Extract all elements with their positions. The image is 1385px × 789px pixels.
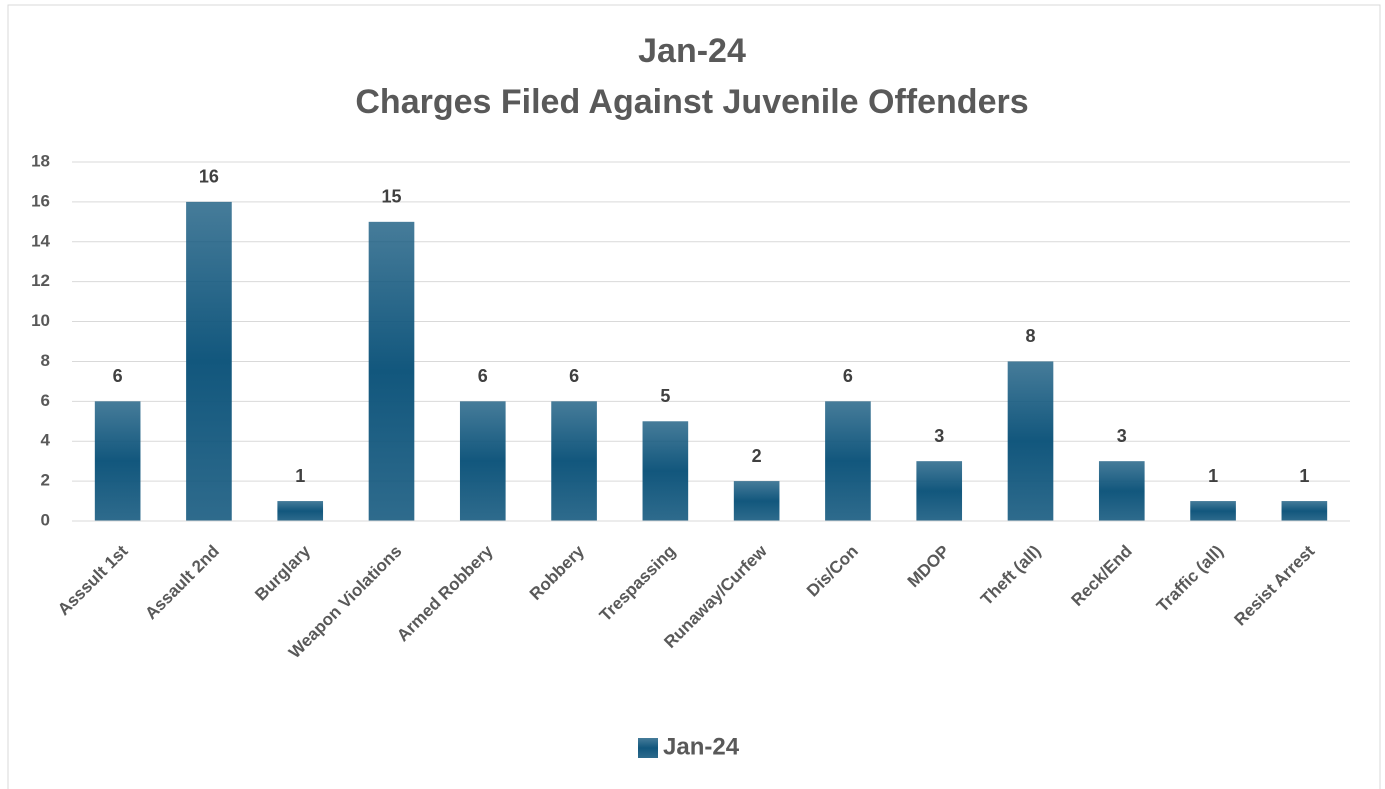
y-tick-label: 18 xyxy=(31,151,50,170)
y-tick-label: 10 xyxy=(31,311,50,330)
y-tick-label: 16 xyxy=(31,191,50,210)
bar xyxy=(642,421,689,521)
y-tick-label: 6 xyxy=(41,391,50,410)
y-tick-label: 4 xyxy=(41,431,51,450)
data-label: 5 xyxy=(660,386,670,406)
bar xyxy=(825,401,871,521)
chart-subtitle: Charges Filed Against Juvenile Offenders xyxy=(355,83,1028,121)
data-label: 1 xyxy=(1208,466,1218,486)
chart-title: Jan-24 xyxy=(638,32,746,70)
y-tick-label: 12 xyxy=(31,271,50,290)
data-label: 2 xyxy=(752,446,762,466)
y-tick-label: 0 xyxy=(41,510,50,529)
chart-border xyxy=(7,4,1381,789)
data-label: 6 xyxy=(113,366,123,386)
data-label: 1 xyxy=(1299,466,1309,486)
legend-label: Jan-24 xyxy=(663,733,740,760)
y-tick-label: 8 xyxy=(41,351,50,370)
legend-swatch xyxy=(638,738,658,758)
data-label: 16 xyxy=(199,167,219,187)
data-label: 15 xyxy=(381,187,401,207)
data-label: 3 xyxy=(934,426,944,446)
bar xyxy=(186,201,232,521)
data-label: 6 xyxy=(843,366,853,386)
bar xyxy=(459,401,506,521)
bar xyxy=(1281,501,1328,521)
bar xyxy=(1190,501,1236,521)
y-tick-label: 14 xyxy=(31,231,50,250)
bar xyxy=(916,461,963,521)
y-tick-label: 2 xyxy=(41,471,50,490)
bar xyxy=(368,221,415,522)
data-label: 1 xyxy=(295,466,305,486)
bar xyxy=(733,481,780,521)
bar xyxy=(551,401,597,521)
bar xyxy=(1007,361,1054,521)
bar xyxy=(94,401,141,521)
data-label: 6 xyxy=(569,366,579,386)
data-label: 8 xyxy=(1025,326,1035,346)
bar xyxy=(277,501,324,521)
bar xyxy=(1098,461,1145,521)
data-label: 6 xyxy=(478,366,488,386)
data-label: 3 xyxy=(1117,426,1127,446)
